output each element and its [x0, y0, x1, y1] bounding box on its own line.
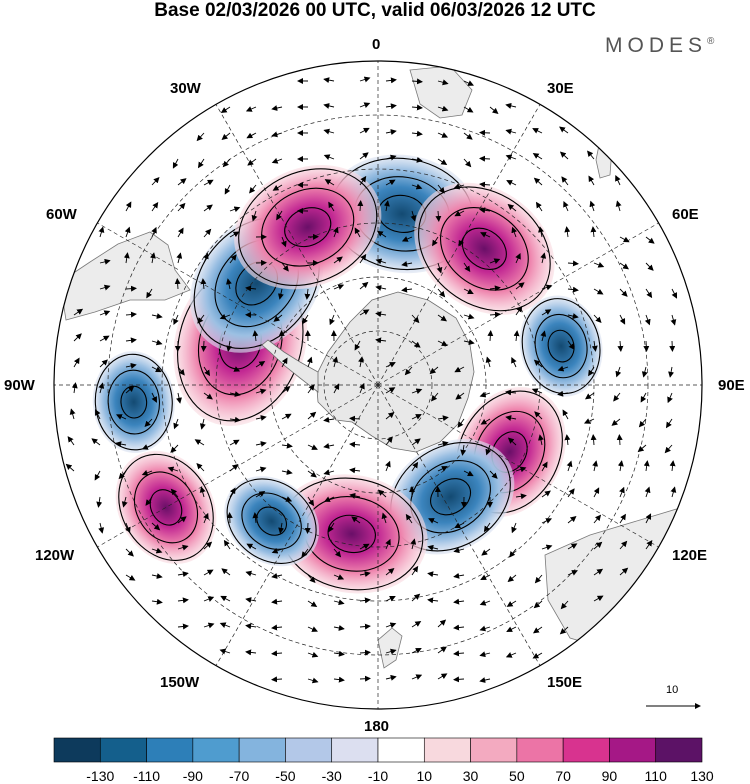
- colorbar-swatch: [656, 738, 702, 762]
- colorbar-swatch: [471, 738, 517, 762]
- colorbar-tick-label: -130: [86, 768, 114, 784]
- colorbar-swatch: [563, 738, 609, 762]
- wind-arrow: [480, 158, 490, 159]
- modes-logo: MODES®: [605, 34, 714, 58]
- reference-vector-label: 10: [666, 684, 678, 696]
- wind-arrow: [646, 341, 647, 351]
- wind-arrow: [203, 341, 204, 351]
- colorbar-tick-label: 110: [645, 768, 667, 784]
- colorbar-tick-label: -70: [229, 768, 249, 784]
- logo-text: MODES: [605, 34, 707, 57]
- colorbar-swatch: [147, 738, 193, 762]
- colorbar-tick-label: 90: [602, 768, 618, 784]
- colorbar-swatch: [378, 738, 424, 762]
- lon-label-120w: 120W: [35, 547, 74, 564]
- colorbar: [54, 738, 702, 762]
- lon-label-60e: 60E: [672, 206, 699, 223]
- lon-label-180: 180: [364, 718, 389, 735]
- colorbar-tick-label: 10: [416, 768, 432, 784]
- wind-arrow: [360, 678, 370, 679]
- lon-label-90w: 90W: [4, 377, 35, 394]
- lon-label-0: 0: [372, 36, 380, 53]
- colorbar-swatch: [609, 738, 655, 762]
- wind-arrow: [619, 435, 620, 445]
- colorbar-tick-label: 30: [463, 768, 479, 784]
- lon-label-30e: 30E: [547, 80, 574, 97]
- colorbar-swatch: [54, 738, 100, 762]
- wind-arrow: [307, 523, 308, 533]
- colorbar-swatch: [285, 738, 331, 762]
- colorbar-swatch: [239, 738, 285, 762]
- map-title: Base 02/03/2026 00 UTC, valid 06/03/2026…: [0, 0, 750, 22]
- lon-label-90e: 90E: [718, 377, 745, 394]
- colorbar-tick-label: 130: [690, 768, 713, 784]
- colorbar-tick-label: -50: [275, 768, 295, 784]
- lon-label-30w: 30W: [170, 80, 201, 97]
- colorbar-tick-label: -10: [368, 768, 388, 784]
- lon-label-120e: 120E: [672, 547, 707, 564]
- lon-label-60w: 60W: [46, 206, 77, 223]
- colorbar-tick-label: 70: [555, 768, 571, 784]
- colorbar-swatch: [424, 738, 470, 762]
- colorbar-swatch: [332, 738, 378, 762]
- colorbar-tick-label: -110: [133, 768, 160, 784]
- colorbar-tick-label: -30: [322, 768, 342, 784]
- lon-label-150e: 150E: [547, 674, 582, 691]
- colorbar-tick-label: -90: [183, 768, 203, 784]
- colorbar-swatch: [100, 738, 146, 762]
- lon-label-150w: 150W: [160, 674, 199, 691]
- colorbar-tick-label: 50: [509, 768, 525, 784]
- colorbar-swatch: [193, 738, 239, 762]
- logo-registered-mark: ®: [707, 36, 714, 47]
- colorbar-swatch: [517, 738, 563, 762]
